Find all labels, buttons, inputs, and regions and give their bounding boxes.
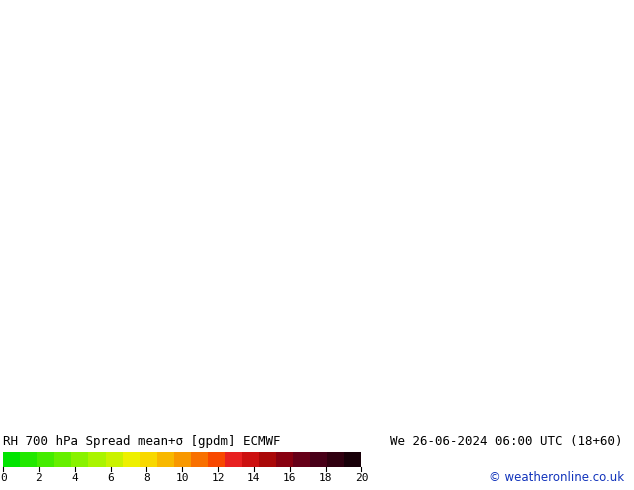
Bar [139, 452, 157, 467]
Bar [122, 452, 139, 467]
Text: 18: 18 [319, 473, 332, 483]
Bar [191, 452, 208, 467]
Text: 8: 8 [143, 473, 150, 483]
Text: 2: 2 [36, 473, 42, 483]
Text: © weatheronline.co.uk: © weatheronline.co.uk [489, 471, 624, 484]
Bar [157, 452, 174, 467]
Bar [72, 452, 89, 467]
Bar [276, 452, 293, 467]
Bar [310, 452, 327, 467]
Bar [208, 452, 225, 467]
Text: RH 700 hPa Spread mean+σ [gpdm] ECMWF: RH 700 hPa Spread mean+σ [gpdm] ECMWF [3, 435, 281, 448]
Text: 16: 16 [283, 473, 297, 483]
Bar [293, 452, 310, 467]
Bar [259, 452, 276, 467]
Bar [3, 452, 20, 467]
Text: We 26-06-2024 06:00 UTC (18+60): We 26-06-2024 06:00 UTC (18+60) [390, 435, 623, 448]
Bar [20, 452, 37, 467]
Bar [225, 452, 242, 467]
Bar [174, 452, 191, 467]
Bar [327, 452, 344, 467]
Bar [105, 452, 122, 467]
Text: 4: 4 [72, 473, 78, 483]
Text: 12: 12 [211, 473, 225, 483]
Bar [55, 452, 72, 467]
Text: 10: 10 [176, 473, 189, 483]
Text: 20: 20 [354, 473, 368, 483]
Bar [242, 452, 259, 467]
Text: 0: 0 [0, 473, 6, 483]
Text: 6: 6 [107, 473, 114, 483]
Bar [89, 452, 105, 467]
Text: 14: 14 [247, 473, 261, 483]
Bar [37, 452, 55, 467]
Bar [344, 452, 361, 467]
